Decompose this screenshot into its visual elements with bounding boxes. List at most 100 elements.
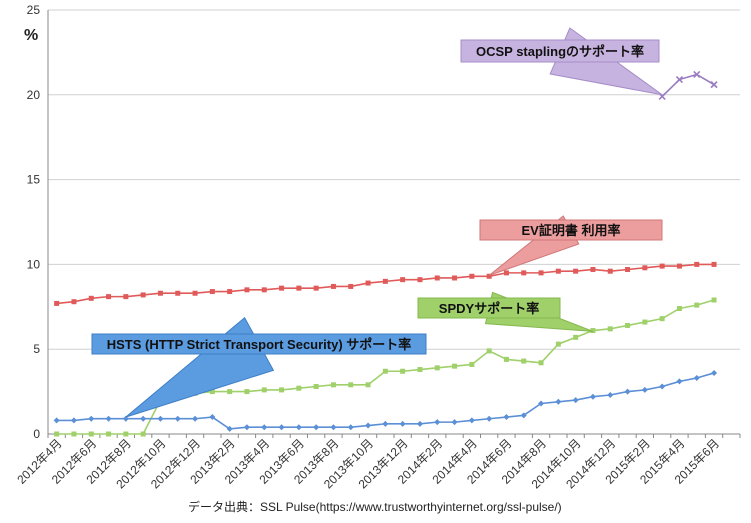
data-point <box>226 425 233 432</box>
data-point <box>53 417 60 424</box>
data-point <box>227 289 233 295</box>
data-point <box>625 266 631 272</box>
data-point <box>296 385 302 391</box>
y-tick-labels: 0 5 10 15 20 25 <box>27 3 41 441</box>
data-point <box>693 70 701 79</box>
data-point <box>348 382 354 388</box>
data-point <box>555 341 561 347</box>
callout-1: EV証明書 利用率 <box>479 215 663 276</box>
y-tick-label: 0 <box>33 427 40 441</box>
data-point <box>71 431 77 437</box>
data-point <box>71 299 77 305</box>
data-point <box>140 415 147 422</box>
y-tick-label: 10 <box>27 257 41 271</box>
data-point <box>106 431 112 437</box>
y-tick-label: 5 <box>33 342 40 356</box>
callout-3: HSTS (HTTP Strict Transport Security) サポ… <box>91 316 427 418</box>
callout-label: OCSP staplingのサポート率 <box>476 44 644 59</box>
data-point <box>659 316 665 322</box>
data-point <box>590 266 596 272</box>
data-point <box>434 275 440 281</box>
data-point <box>624 388 631 395</box>
data-point <box>88 295 94 301</box>
data-point <box>400 368 406 374</box>
data-point <box>400 277 406 283</box>
y-tick-label: 25 <box>27 3 41 17</box>
data-point <box>710 81 718 89</box>
data-point <box>625 322 631 328</box>
data-point <box>451 419 458 426</box>
data-point <box>642 319 648 325</box>
data-point <box>140 431 146 437</box>
data-point <box>434 419 441 426</box>
data-point <box>157 415 164 422</box>
callout-box <box>91 333 427 355</box>
data-point <box>486 415 493 422</box>
data-point <box>382 278 388 284</box>
data-point <box>659 263 665 269</box>
data-point <box>452 275 458 281</box>
data-point <box>676 263 682 269</box>
data-point <box>555 268 561 274</box>
data-point <box>54 300 60 306</box>
data-point <box>261 387 267 393</box>
data-point <box>468 417 475 424</box>
data-point <box>572 397 579 404</box>
data-point <box>382 368 388 374</box>
data-point <box>503 414 510 421</box>
series-line <box>661 73 715 98</box>
data-point <box>122 415 129 422</box>
data-point <box>520 412 527 419</box>
data-point <box>348 283 354 289</box>
data-point <box>675 75 684 84</box>
data-point <box>296 285 302 291</box>
data-point <box>452 363 458 369</box>
data-point <box>659 383 666 390</box>
data-point <box>140 292 146 298</box>
data-point <box>106 294 112 300</box>
data-point <box>70 417 77 424</box>
data-point <box>676 378 683 385</box>
data-point <box>54 431 60 437</box>
data-point <box>88 431 94 437</box>
series-0 <box>54 261 717 306</box>
data-point <box>174 415 181 422</box>
data-point <box>711 297 717 303</box>
data-point <box>486 348 492 354</box>
data-point <box>175 290 181 296</box>
data-point <box>123 294 129 300</box>
data-point <box>278 424 285 431</box>
data-point <box>694 261 700 267</box>
data-point <box>209 389 215 395</box>
data-point <box>417 277 423 283</box>
data-point <box>244 389 250 395</box>
data-point <box>330 283 336 289</box>
data-point <box>538 270 544 276</box>
callouts-layer: OCSP staplingのサポート率 EV証明書 利用率 SPDYサポート率 HST… <box>91 27 663 418</box>
data-point <box>382 420 389 427</box>
callout-box <box>417 297 561 319</box>
data-point <box>573 334 579 340</box>
data-point <box>365 280 371 286</box>
data-point <box>503 356 509 362</box>
callout-2: SPDYサポート率 <box>417 291 594 332</box>
data-point <box>417 367 423 373</box>
data-point <box>416 420 423 427</box>
data-point <box>642 265 648 271</box>
data-point <box>694 302 700 308</box>
data-point <box>607 268 613 274</box>
data-point <box>607 326 613 332</box>
data-point <box>279 387 285 393</box>
data-point <box>157 290 163 296</box>
data-point <box>641 386 648 393</box>
callout-label: SPDYサポート率 <box>439 301 539 316</box>
data-point <box>192 290 198 296</box>
data-point <box>434 365 440 371</box>
data-point <box>538 400 545 407</box>
data-point <box>693 375 700 382</box>
callout-0: OCSP staplingのサポート率 <box>460 27 663 96</box>
data-point <box>88 415 95 422</box>
data-point <box>503 270 509 276</box>
data-point <box>330 382 336 388</box>
